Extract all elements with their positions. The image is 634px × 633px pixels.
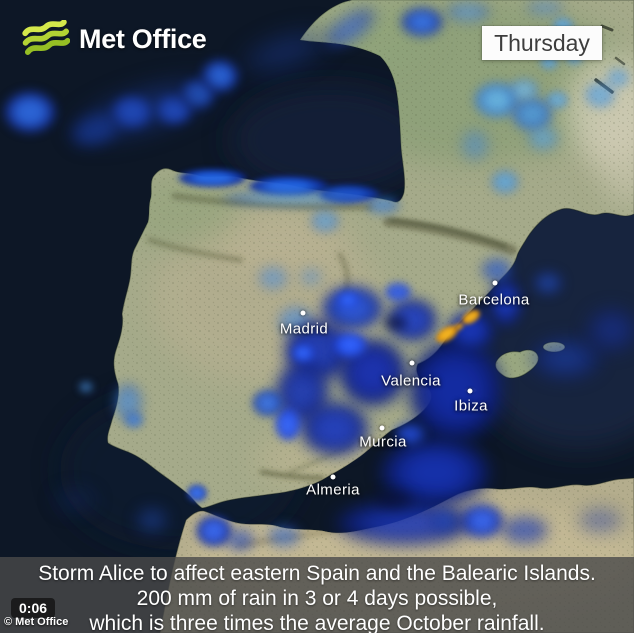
day-label: Thursday <box>482 26 602 60</box>
caption-line-2: 200 mm of rain in 3 or 4 days possible, <box>136 587 498 610</box>
met-office-logo: Met Office <box>22 20 207 58</box>
caption-bar: Storm Alice to affect eastern Spain and … <box>0 557 634 633</box>
caption-line-3: which is three times the average October… <box>89 612 545 633</box>
copyright-credit: © Met Office <box>4 616 69 628</box>
caption-line-1: Storm Alice to affect eastern Spain and … <box>38 562 596 585</box>
met-office-flag-icon <box>22 20 70 55</box>
brand-name: Met Office <box>79 23 207 54</box>
video-timestamp: 0:06 <box>11 598 56 618</box>
